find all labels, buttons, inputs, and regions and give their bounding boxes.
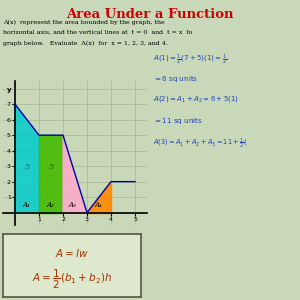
Text: A₁: A₁ [22,201,30,209]
Text: $= 6 \; \mathrm{sq \; units}$: $= 6 \; \mathrm{sq \; units}$ [153,74,198,83]
Text: 5: 5 [49,163,55,171]
Text: $A(3) = A_1+A_2+A_3 = 11 + \frac{1}{2}($: $A(3) = A_1+A_2+A_3 = 11 + \frac{1}{2}($ [153,136,247,151]
Text: y: y [7,87,11,93]
Text: A₄: A₄ [94,201,102,209]
Text: horizontal axis, and the vertical lines at  t = 0  and  t = x  fo: horizontal axis, and the vertical lines … [3,30,192,35]
Text: graph below.   Evaluate  A(x)  for  x = 1, 2, 3, and 4.: graph below. Evaluate A(x) for x = 1, 2,… [3,40,168,46]
Polygon shape [63,135,87,213]
Text: A(x)  represent the area bounded by the graph, the: A(x) represent the area bounded by the g… [3,20,165,25]
Text: A₃: A₃ [69,201,77,209]
Text: $= 11 \; \mathrm{sq \; units}$: $= 11 \; \mathrm{sq \; units}$ [153,116,203,125]
Text: 5: 5 [25,163,31,171]
Text: A₂: A₂ [46,201,54,209]
Text: $A(1) = \frac{1}{2}(7+5)(1) = \frac{1}{2}$: $A(1) = \frac{1}{2}(7+5)(1) = \frac{1}{2… [153,52,227,67]
Text: Area Under a Function: Area Under a Function [66,8,234,20]
Polygon shape [15,104,39,213]
Polygon shape [39,135,63,213]
Text: $A(2) = A_1+A_2 = 6 + 5(1)$: $A(2) = A_1+A_2 = 6 + 5(1)$ [153,94,239,104]
Text: $A = \dfrac{1}{2}(b_1 + b_2)h$: $A = \dfrac{1}{2}(b_1 + b_2)h$ [32,268,112,291]
Text: $A = lw$: $A = lw$ [55,247,89,259]
Polygon shape [87,182,111,213]
